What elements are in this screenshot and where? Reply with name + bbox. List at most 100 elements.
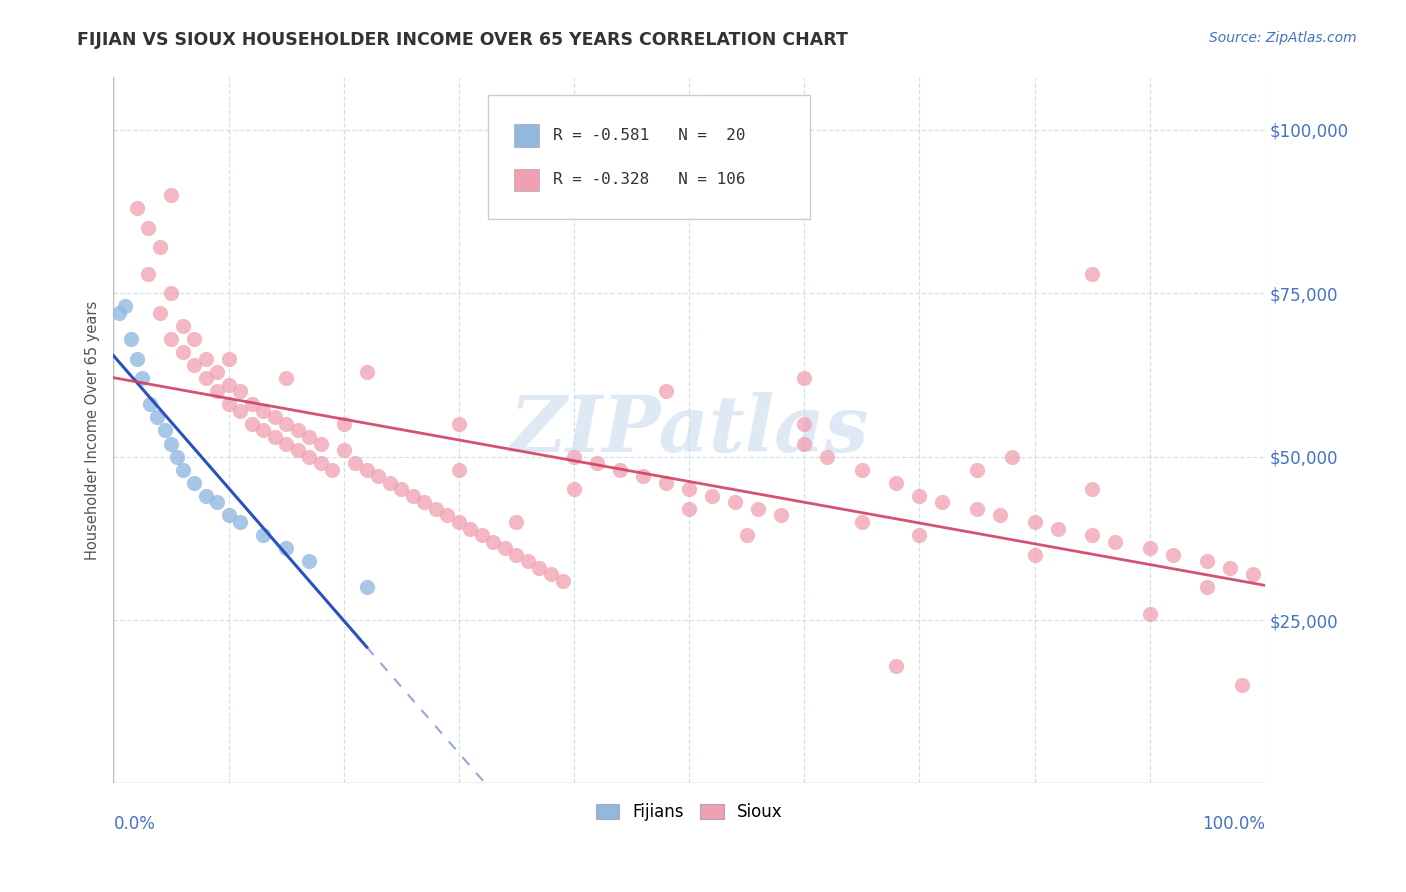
Point bbox=[367, 469, 389, 483]
Point bbox=[908, 489, 931, 503]
Point bbox=[183, 475, 205, 490]
Point bbox=[1081, 267, 1104, 281]
Point bbox=[139, 397, 162, 411]
Point bbox=[344, 456, 367, 470]
Point bbox=[332, 417, 354, 431]
Point bbox=[276, 417, 298, 431]
Point bbox=[494, 541, 516, 556]
Point bbox=[851, 463, 873, 477]
Point bbox=[194, 351, 217, 366]
Point bbox=[482, 534, 505, 549]
Point bbox=[172, 318, 194, 333]
Point bbox=[447, 515, 470, 529]
Point bbox=[988, 508, 1011, 523]
Point bbox=[218, 508, 240, 523]
Point bbox=[1219, 560, 1241, 574]
Point bbox=[1024, 548, 1046, 562]
Point bbox=[378, 475, 401, 490]
Point bbox=[471, 528, 494, 542]
Point bbox=[886, 658, 908, 673]
Point bbox=[205, 495, 228, 509]
Point bbox=[436, 508, 458, 523]
Text: FIJIAN VS SIOUX HOUSEHOLDER INCOME OVER 65 YEARS CORRELATION CHART: FIJIAN VS SIOUX HOUSEHOLDER INCOME OVER … bbox=[77, 31, 848, 49]
Point bbox=[125, 351, 148, 366]
Point bbox=[551, 574, 574, 588]
Point bbox=[631, 469, 654, 483]
Point bbox=[229, 384, 252, 399]
Point bbox=[389, 483, 412, 497]
Point bbox=[460, 522, 482, 536]
Point bbox=[966, 463, 988, 477]
Point bbox=[770, 508, 793, 523]
Point bbox=[1000, 450, 1022, 464]
Point bbox=[402, 489, 425, 503]
Point bbox=[160, 188, 183, 202]
Text: 100.0%: 100.0% bbox=[1202, 815, 1265, 833]
Text: ZIPatlas: ZIPatlas bbox=[509, 392, 869, 468]
Text: 0.0%: 0.0% bbox=[114, 815, 156, 833]
Point bbox=[655, 475, 678, 490]
Point bbox=[160, 286, 183, 301]
Point bbox=[540, 567, 562, 582]
Point bbox=[1024, 515, 1046, 529]
Point bbox=[240, 397, 263, 411]
Point bbox=[276, 541, 298, 556]
Point bbox=[413, 495, 436, 509]
Point bbox=[183, 358, 205, 372]
Point bbox=[447, 417, 470, 431]
Point bbox=[1161, 548, 1184, 562]
Point bbox=[263, 430, 285, 444]
Point bbox=[148, 240, 170, 254]
Point bbox=[229, 404, 252, 418]
Point bbox=[194, 371, 217, 385]
Point bbox=[356, 580, 378, 594]
Point bbox=[205, 365, 228, 379]
Point bbox=[309, 436, 332, 450]
Point bbox=[194, 489, 217, 503]
Point bbox=[931, 495, 953, 509]
Point bbox=[298, 554, 321, 568]
Point bbox=[183, 332, 205, 346]
Point bbox=[562, 450, 585, 464]
Point bbox=[425, 502, 447, 516]
Point bbox=[702, 489, 724, 503]
Point bbox=[447, 463, 470, 477]
Point bbox=[1081, 528, 1104, 542]
Text: R = -0.328   N = 106: R = -0.328 N = 106 bbox=[554, 172, 745, 187]
Point bbox=[160, 332, 183, 346]
Point bbox=[735, 528, 758, 542]
Point bbox=[252, 528, 274, 542]
Point bbox=[298, 430, 321, 444]
Point bbox=[517, 554, 540, 568]
Point bbox=[321, 463, 343, 477]
Point bbox=[586, 456, 609, 470]
Point bbox=[263, 410, 285, 425]
Point bbox=[1139, 541, 1161, 556]
Point bbox=[252, 404, 274, 418]
Point bbox=[505, 548, 527, 562]
Y-axis label: Householder Income Over 65 years: Householder Income Over 65 years bbox=[86, 301, 100, 560]
Point bbox=[287, 424, 309, 438]
FancyBboxPatch shape bbox=[488, 95, 810, 219]
Legend: Fijians, Sioux: Fijians, Sioux bbox=[589, 797, 789, 828]
FancyBboxPatch shape bbox=[515, 124, 540, 146]
Point bbox=[1241, 567, 1264, 582]
Point bbox=[505, 515, 527, 529]
Point bbox=[678, 483, 700, 497]
Point bbox=[252, 424, 274, 438]
Point bbox=[1046, 522, 1069, 536]
Point bbox=[356, 365, 378, 379]
Point bbox=[908, 528, 931, 542]
Point bbox=[1081, 483, 1104, 497]
Point bbox=[108, 306, 131, 320]
Point bbox=[793, 371, 815, 385]
Point bbox=[155, 424, 177, 438]
Point bbox=[1104, 534, 1126, 549]
Point bbox=[1197, 554, 1219, 568]
Point bbox=[793, 417, 815, 431]
Point bbox=[276, 371, 298, 385]
Point bbox=[529, 560, 551, 574]
Point bbox=[298, 450, 321, 464]
Point bbox=[218, 377, 240, 392]
Point bbox=[886, 475, 908, 490]
